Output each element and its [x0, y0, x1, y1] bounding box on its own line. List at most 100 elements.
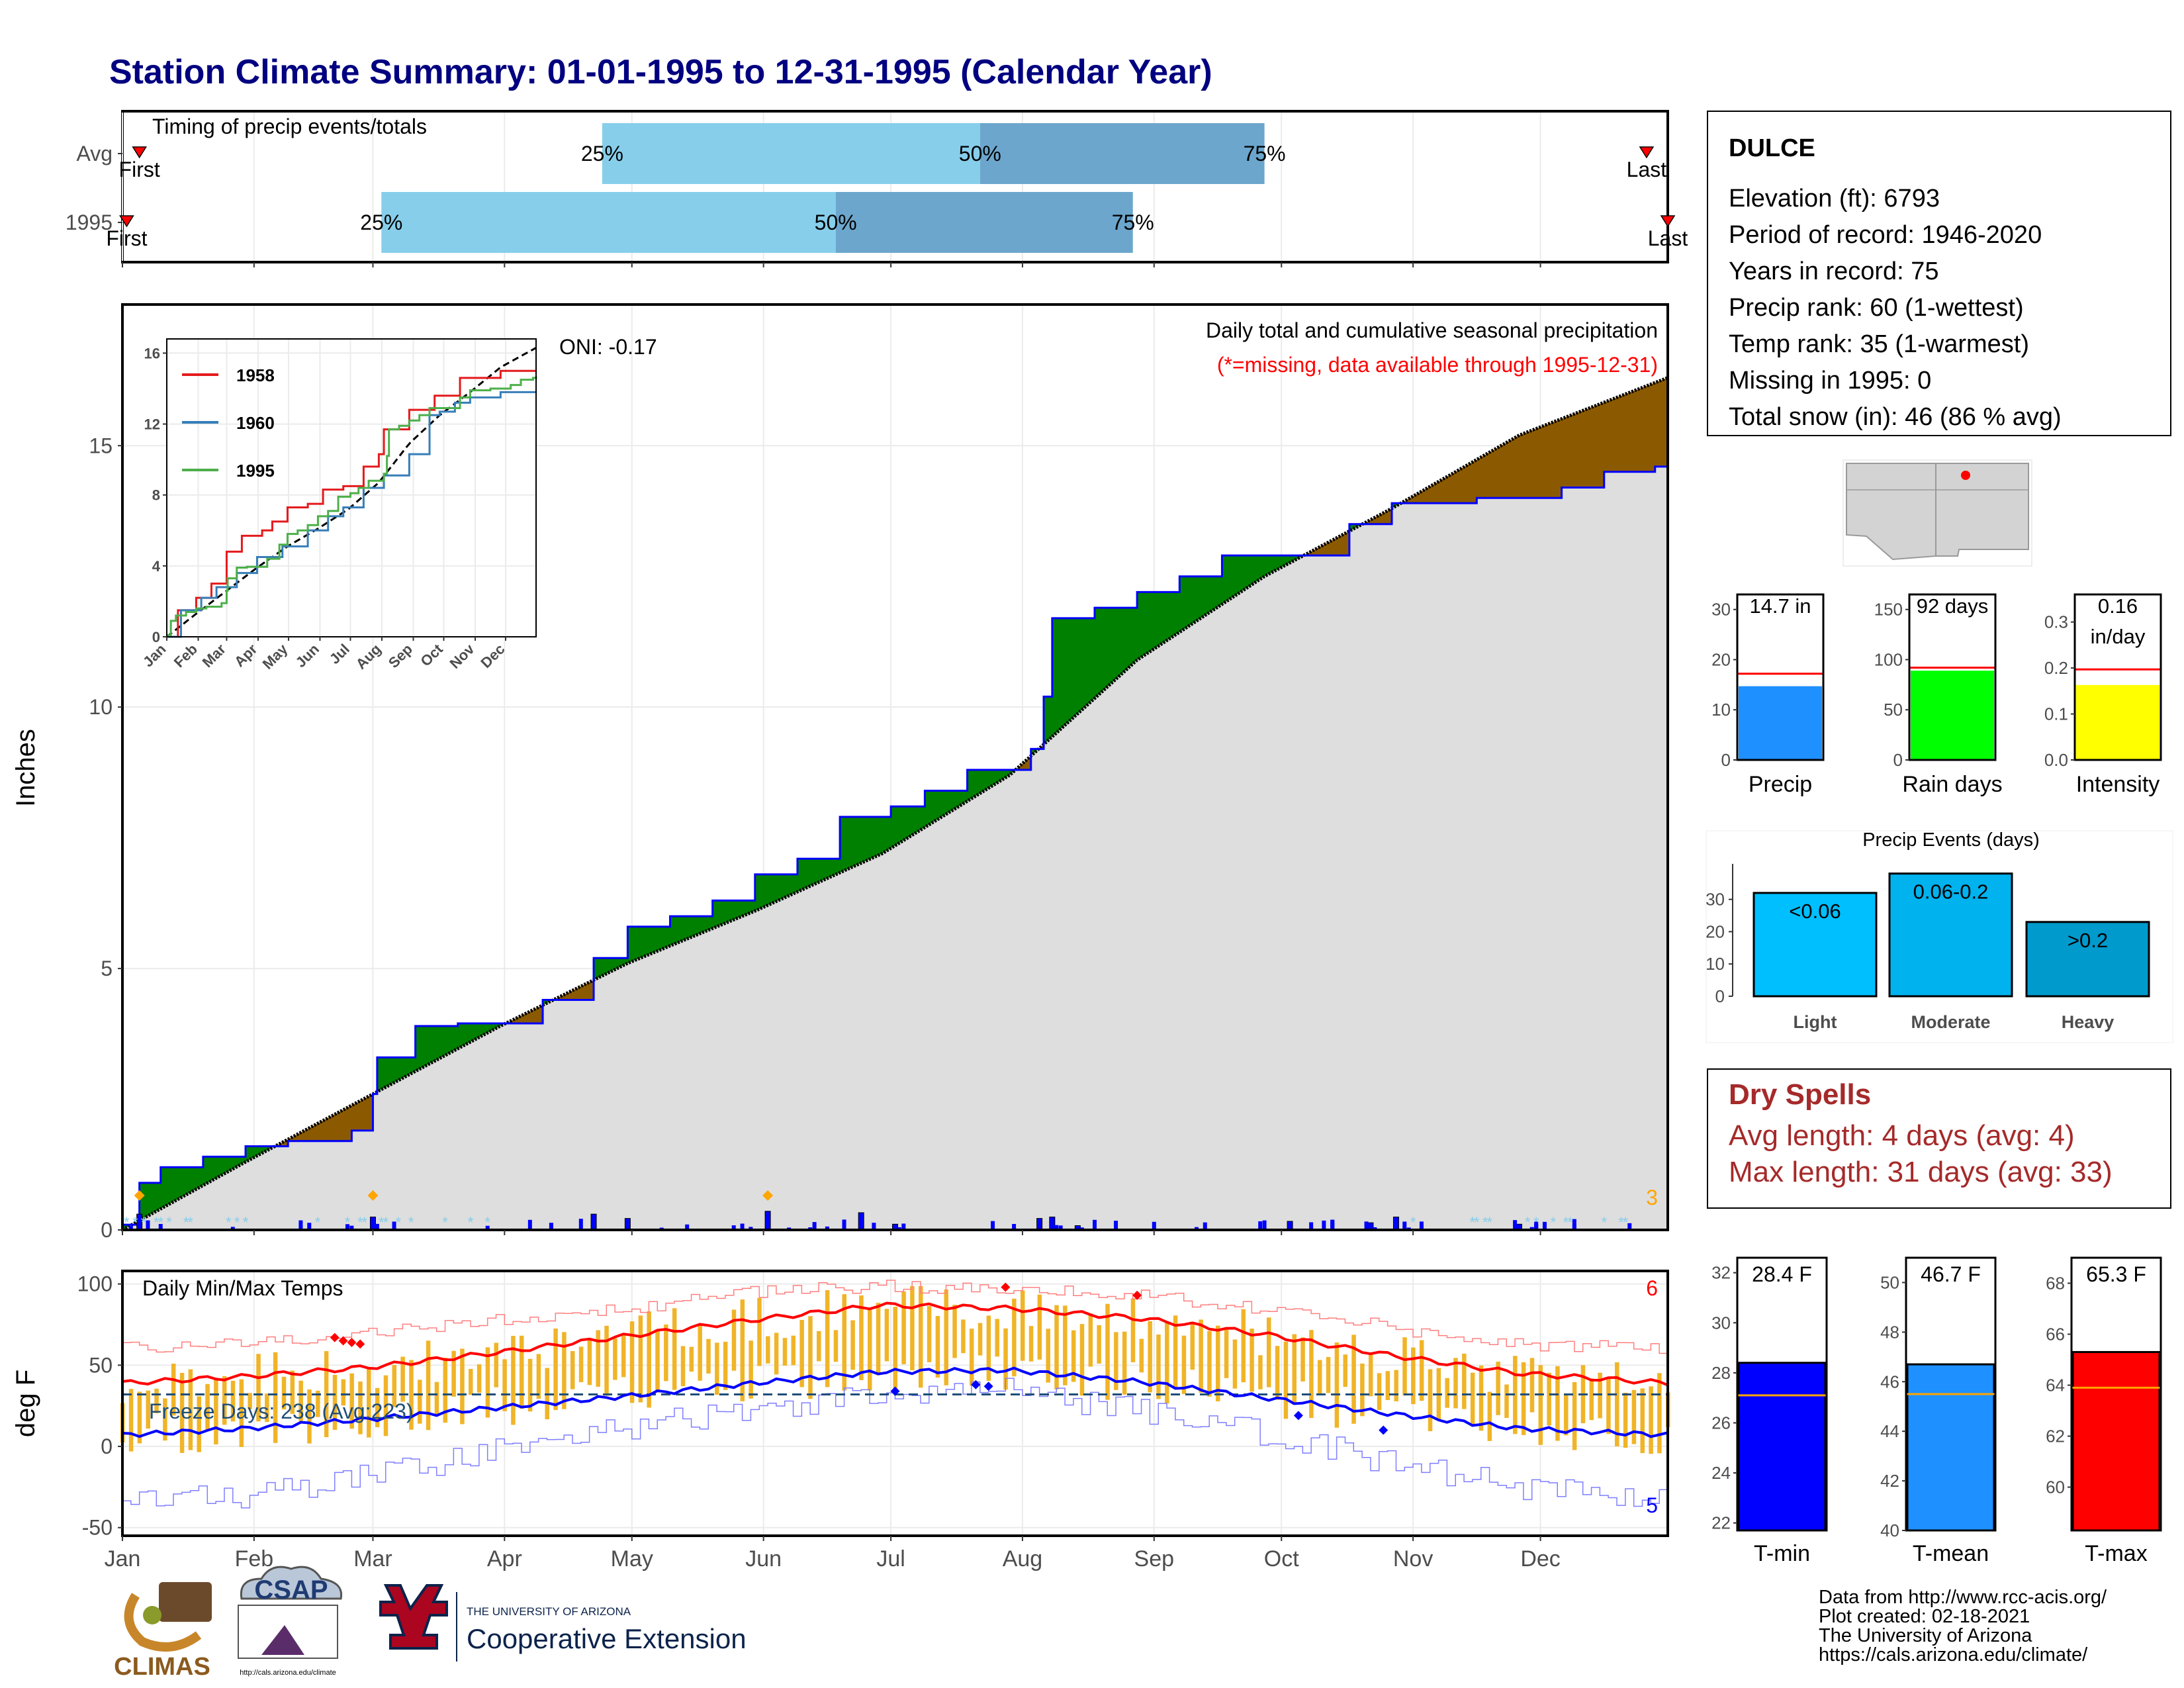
- tbar-border: [1736, 1256, 1828, 1532]
- ua-extension-text: Cooperative Extension: [467, 1623, 747, 1654]
- oni-label: ONI: -0.17: [559, 335, 657, 359]
- daily-temp-range-bar: [137, 1391, 142, 1444]
- daily-temp-range-bar: [1173, 1315, 1178, 1389]
- summary-value-label: 14.7 in: [1749, 594, 1811, 618]
- ua-a-mark: [379, 1584, 448, 1650]
- precip-missing-note: (*=missing, data available through 1995-…: [1217, 353, 1658, 377]
- station-elevation: Elevation (ft): 6793: [1729, 185, 1940, 212]
- station-temp-rank: Temp rank: 35 (1-warmest): [1729, 330, 2029, 358]
- daily-temp-range-bar: [146, 1390, 150, 1429]
- daily-temp-range-bar: [1428, 1369, 1433, 1432]
- daily-temp-range-bar: [791, 1335, 796, 1366]
- snow-day-marker: *: [1551, 1214, 1557, 1231]
- events-y-tick-label: 20: [1706, 921, 1725, 941]
- station-missing: Missing in 1995: 0: [1729, 367, 1931, 395]
- daily-temp-range-bar: [1267, 1317, 1271, 1387]
- temp-panel-title: Daily Min/Max Temps: [142, 1276, 343, 1300]
- daily-temp-range-bar: [451, 1350, 456, 1397]
- daily-temp-range-bar: [1088, 1313, 1093, 1367]
- daily-temp-range-bar: [188, 1369, 193, 1450]
- daily-temp-range-bar: [400, 1356, 405, 1402]
- daily-temp-range-bar: [1343, 1354, 1347, 1387]
- credit-url: https://cals.arizona.edu/climate/: [1819, 1644, 2088, 1665]
- daily-temp-range-bar: [1292, 1334, 1297, 1405]
- timing-row-label: 1995: [66, 211, 113, 234]
- daily-temp-range-bar: [1283, 1341, 1289, 1419]
- climas-emblem: [159, 1582, 212, 1622]
- month-tick-label: Aug: [1003, 1546, 1043, 1571]
- daily-temp-range-bar: [1385, 1371, 1390, 1401]
- inset-frame: [166, 338, 537, 637]
- snow-day-marker: *: [141, 1214, 147, 1231]
- daily-temp-range-bar: [460, 1348, 465, 1425]
- summary-y-tick-label: 100: [1874, 649, 1903, 669]
- daily-temp-range-bar: [485, 1347, 490, 1418]
- station-frame: [1707, 111, 2171, 436]
- snow-day-marker: *: [1567, 1214, 1573, 1231]
- snow-day-marker: *: [187, 1214, 193, 1231]
- temp-y-tick-label: 0: [101, 1434, 113, 1458]
- daily-temp-range-bar: [1275, 1346, 1280, 1400]
- daily-temp-range-bar: [1445, 1378, 1449, 1408]
- daily-temp-range-bar: [664, 1324, 668, 1382]
- summary-value-label: 0.16: [2098, 594, 2138, 618]
- events-y-tick-label: 10: [1706, 954, 1725, 974]
- daily-temp-range-bar: [986, 1315, 991, 1381]
- daily-temp-range-bar: [723, 1341, 728, 1390]
- daily-temp-range-bar: [1606, 1378, 1611, 1434]
- daily-precip-bar: [897, 1227, 901, 1230]
- temp-y-tick-label: 50: [89, 1353, 113, 1377]
- locator-map: [1843, 459, 2032, 567]
- tbar-category-label: T-max: [2085, 1541, 2147, 1566]
- daily-temp-range-bar: [689, 1346, 694, 1372]
- daily-precip-bar: [1322, 1220, 1326, 1230]
- events-category-label: Heavy: [2062, 1012, 2115, 1032]
- daily-temp-range-bar: [859, 1295, 864, 1380]
- timing-bar-25-50: [381, 192, 836, 253]
- tbar-value-label: 46.7 F: [1921, 1262, 1981, 1286]
- credit-university: The University of Arizona: [1819, 1625, 2032, 1646]
- daily-temp-range-bar: [1487, 1391, 1492, 1441]
- legend-label-1960: 1960: [236, 413, 275, 433]
- tbar-y-tick-label: 28: [1711, 1363, 1731, 1383]
- daily-temp-range-bar: [477, 1364, 482, 1393]
- temp-frame: [121, 1270, 1669, 1537]
- events-category-label: Moderate: [1911, 1012, 1990, 1032]
- timing-p75-label: 75%: [1244, 142, 1286, 165]
- daily-precip-bar: [1627, 1223, 1632, 1230]
- month-axis: Jan Feb Mar Apr May Jun Jul Aug Sep Oct Nov Dec: [105, 1536, 1561, 1571]
- temp-y-label: deg F: [11, 1370, 40, 1437]
- month-tick-label: Jun: [745, 1546, 782, 1571]
- first-event-marker: [132, 146, 148, 159]
- daily-temp-range-bar: [1377, 1373, 1382, 1411]
- timing-p25-label: 25%: [360, 211, 402, 234]
- daily-temp-range-bar: [647, 1311, 651, 1408]
- precip-frame: [121, 303, 1669, 1231]
- daily-temp-range-bar: [1258, 1355, 1263, 1389]
- record-high-marker: [338, 1336, 348, 1346]
- daily-temp-range-bar: [1504, 1384, 1509, 1419]
- snow-day-marker: *: [345, 1214, 351, 1231]
- daily-temp-range-bar: [1063, 1305, 1068, 1385]
- daily-temp-range-bar: [731, 1309, 737, 1371]
- tbar-category-label: T-mean: [1913, 1541, 1989, 1566]
- page-title: Station Climate Summary: 01-01-1995 to 1…: [109, 53, 1212, 91]
- station-location-marker: [1961, 471, 1970, 480]
- precip-y-tick-label: 15: [89, 434, 113, 457]
- daily-temp-range-bar: [1028, 1326, 1034, 1362]
- dry-frame: [1707, 1068, 2171, 1209]
- month-tick-label: Sep: [1134, 1546, 1175, 1571]
- precip-y-label: Inches: [11, 729, 40, 807]
- temp-y-axis: -50 0 50 100: [77, 1272, 122, 1540]
- daily-precip-bar: [1058, 1225, 1063, 1230]
- inset-lines: [166, 347, 537, 638]
- avg-min-temp-line: [122, 1366, 1668, 1438]
- tbar-y-tick-label: 68: [2046, 1274, 2065, 1293]
- daily-temp-range-bar: [1402, 1337, 1407, 1396]
- daily-temp-range-bar: [868, 1309, 872, 1391]
- record-high-marker: [347, 1337, 357, 1347]
- daily-precip-bar: [872, 1223, 876, 1230]
- daily-precip-bar: [485, 1225, 490, 1230]
- climas-text: CLIMAS: [114, 1653, 210, 1681]
